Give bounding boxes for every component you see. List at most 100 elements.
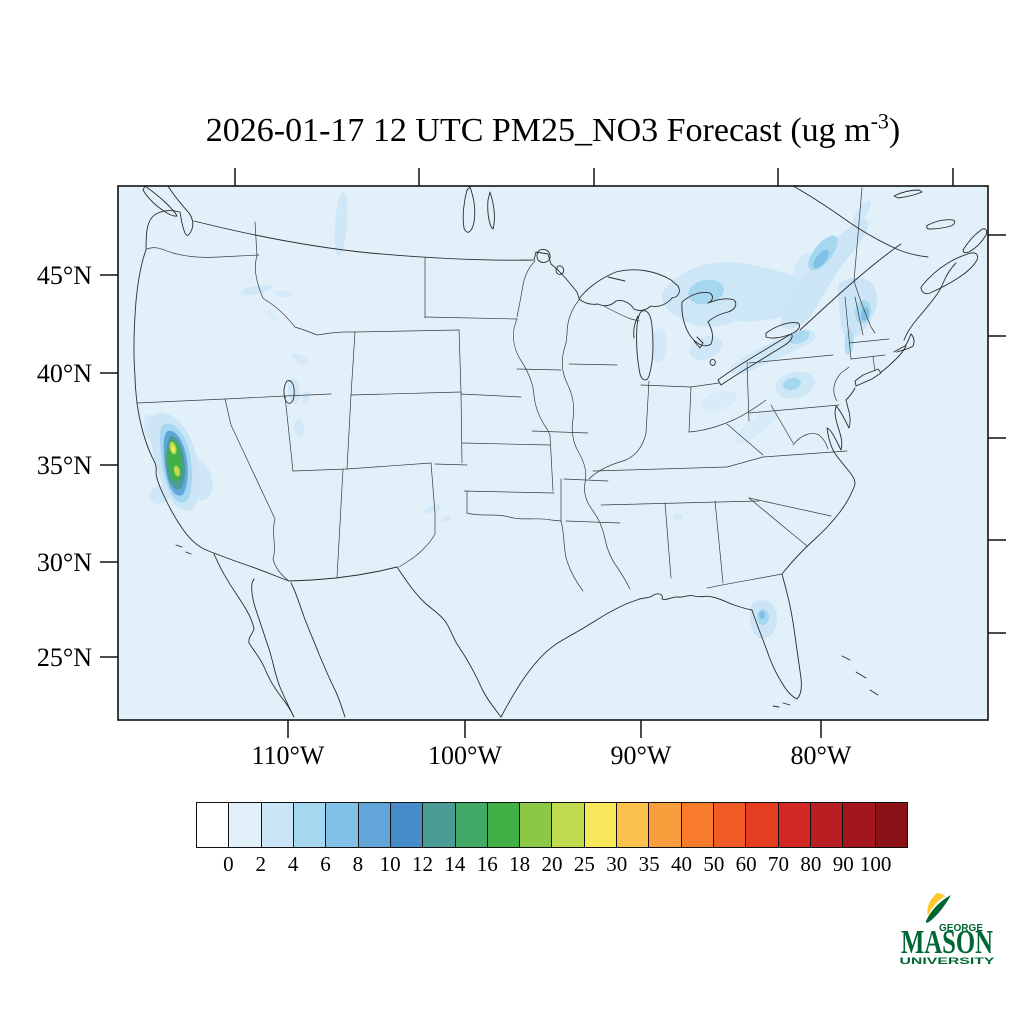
colorbar-cell — [810, 803, 844, 847]
colorbar-cell — [261, 803, 294, 847]
colorbar-cell — [390, 803, 424, 847]
lat-label-35n: 35°N — [37, 451, 92, 480]
atlantic-coast — [781, 387, 856, 575]
anticosti-island — [893, 189, 923, 199]
figure-title: 2026-01-17 12 UTC PM25_NO3 Forecast (ug … — [118, 108, 988, 150]
lon-label-80w: 80°W — [791, 741, 852, 770]
colorbar-cell — [875, 803, 907, 847]
colorbar-tick-label: 12 — [412, 852, 434, 876]
lake-erie — [717, 333, 793, 386]
florida-coast — [751, 573, 802, 700]
colorbar-tick-label: 25 — [573, 852, 595, 876]
lake-of-the-woods — [536, 249, 565, 275]
lat-label-30n: 30°N — [37, 548, 92, 577]
colorbar-cell — [520, 803, 553, 847]
colorbar-tick-label: 50 — [703, 852, 725, 876]
mexico-mainland-coast — [290, 582, 346, 718]
long-island — [854, 368, 882, 387]
lat-label-40n: 40°N — [37, 359, 92, 388]
lake-michigan — [633, 310, 654, 381]
lon-label-100w: 100°W — [428, 741, 502, 770]
colorbar-tick-label: 16 — [476, 852, 498, 876]
lon-label-110w: 110°W — [252, 741, 325, 770]
colorbar-cell — [617, 803, 650, 847]
colorbar-tick-label: 90 — [832, 852, 854, 876]
colorbar-cell — [229, 803, 262, 847]
colorbar-cell — [681, 803, 714, 847]
colorbar-tick-label: 10 — [379, 852, 401, 876]
cape-breton — [962, 228, 988, 254]
colorbar-tick-label: 40 — [670, 852, 692, 876]
figure-title-exponent: -3 — [870, 108, 889, 134]
colorbar-ticks: 0 2 4 6 8 10 12 14 16 18 20 25 30 35 40 50 60 70 80 90 100 — [196, 852, 908, 880]
colorbar-tick-label: 8 — [352, 852, 364, 876]
colorbar-cell — [455, 803, 488, 847]
colorbar-tick-label: 20 — [541, 852, 563, 876]
colorbar-cell — [843, 803, 876, 847]
great-salt-lake — [283, 380, 295, 404]
figure-title-text: 2026-01-17 12 UTC PM25_NO3 Forecast (ug … — [205, 112, 871, 149]
colorbar-tick-label: 70 — [768, 852, 790, 876]
lake-winnipeg — [462, 186, 495, 233]
new-england-coast — [880, 262, 957, 373]
colorbar-cell — [358, 803, 391, 847]
figure-title-suffix: ) — [888, 112, 901, 149]
logo-leaf-icon — [925, 895, 951, 923]
colorbar-tick-label: 4 — [287, 852, 299, 876]
colorbar-cell — [293, 803, 327, 847]
axis-labels: 45°N 40°N 35°N 30°N 25°N 110°W 100°W 90°… — [37, 261, 852, 770]
florida-keys — [772, 702, 791, 708]
st-lawrence-north — [792, 186, 929, 258]
colorbar — [196, 802, 908, 848]
pollution-patches — [143, 192, 877, 639]
canada-border — [193, 220, 580, 299]
map-plot-area — [118, 186, 988, 720]
colorbar-tick-label: 14 — [444, 852, 466, 876]
colorbar-cell — [423, 803, 456, 847]
colorbar-cell — [197, 803, 230, 847]
colorbar-cell — [778, 803, 811, 847]
colorbar-cell — [584, 803, 618, 847]
nova-scotia — [920, 252, 979, 295]
lake-superior — [578, 269, 680, 311]
colorbar-tick-label: 18 — [509, 852, 531, 876]
colorbar-tick-label: 35 — [638, 852, 660, 876]
colorbar-cell — [487, 803, 521, 847]
colorbar-tick-label: 0 — [223, 852, 234, 876]
colorbar-tick-label: 30 — [606, 852, 628, 876]
map-frame — [117, 185, 989, 721]
colorbar-tick-label: 100 — [859, 852, 892, 876]
lake-ontario — [765, 322, 801, 339]
logo-flame-icon — [927, 893, 945, 916]
pacific-coast — [133, 186, 290, 582]
colorbar-cell — [552, 803, 585, 847]
colorbar-cell — [649, 803, 682, 847]
gmu-logo: GEORGE MASON UNIVERSITY — [900, 893, 995, 966]
lat-label-45n: 45°N — [37, 261, 92, 290]
state-borders — [136, 187, 890, 592]
prince-edward-island — [926, 219, 956, 230]
lake-huron — [681, 292, 737, 349]
logo-mason-text: MASON — [901, 924, 993, 961]
lat-label-25n: 25°N — [37, 643, 92, 672]
coastlines — [133, 186, 988, 718]
lon-label-90w: 90°W — [611, 741, 672, 770]
axis-ticks — [100, 168, 1006, 738]
colorbar-tick-label: 60 — [735, 852, 757, 876]
logo-george-text: GEORGE — [939, 923, 983, 934]
us-mexico-border — [288, 566, 502, 718]
bahamas — [841, 655, 879, 696]
colorbar-cell — [714, 803, 747, 847]
gulf-coast — [500, 593, 753, 718]
vancouver-island — [142, 186, 178, 217]
colorbar-tick-label: 2 — [255, 852, 266, 876]
colorbar-cell — [326, 803, 359, 847]
logo-university-text: UNIVERSITY — [900, 956, 995, 966]
channel-islands — [175, 544, 192, 555]
colorbar-tick-label: 6 — [320, 852, 331, 876]
lake-st-clair — [709, 358, 716, 366]
colorbar-tick-label: 80 — [800, 852, 822, 876]
colorbar-cell — [746, 803, 779, 847]
